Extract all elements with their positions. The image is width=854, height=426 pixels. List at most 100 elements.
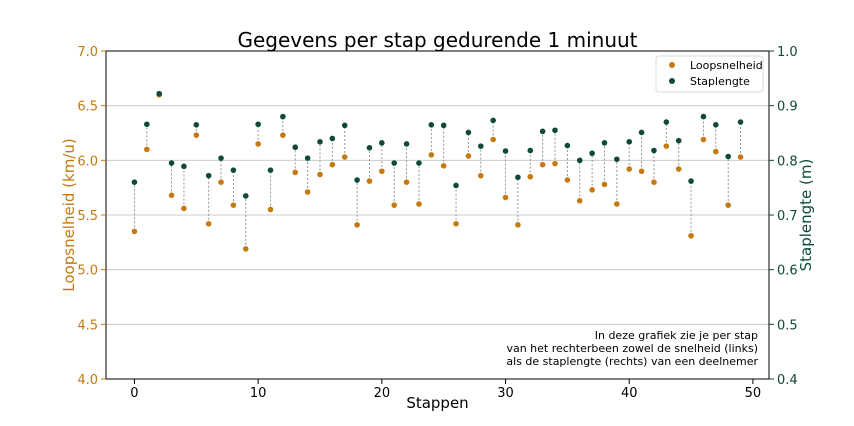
step-length-point [515, 174, 521, 181]
legend-marker-step [669, 78, 675, 84]
speed-point [131, 228, 138, 235]
y-left-tick-label: 4.0 [77, 373, 98, 388]
y-right-tick-label: 0.7 [777, 209, 798, 224]
speed-point [205, 220, 212, 227]
y-left-tick-label: 5.5 [77, 209, 98, 224]
speed-point [725, 202, 731, 208]
speed-point [403, 179, 410, 185]
step-length-point [539, 128, 546, 135]
speed-point [626, 166, 633, 172]
y-left-tick-label: 5.0 [77, 264, 98, 279]
speed-point [379, 168, 385, 175]
step-length-point [379, 140, 385, 146]
step-length-point [440, 122, 447, 129]
step-length-point [564, 142, 571, 149]
x-axis-label: Stappen [406, 394, 468, 412]
annotation-line-1: In deze grafiek zie je per stap [595, 329, 758, 342]
annotation: In deze grafiek zie je per stap van het … [506, 329, 758, 368]
y-left-tick-label: 6.5 [77, 100, 98, 115]
speed-point [477, 172, 484, 179]
speed-point [465, 153, 472, 159]
speed-point [663, 143, 670, 149]
step-length-point [218, 155, 224, 161]
step-length-point [131, 179, 138, 185]
speed-point [576, 197, 583, 204]
step-length-point [713, 122, 719, 128]
speed-point [428, 152, 435, 158]
speed-point [502, 194, 509, 201]
speed-point [440, 163, 447, 169]
legend-marker-speed [669, 62, 675, 68]
step-length-point [267, 167, 274, 173]
step-length-point [663, 119, 670, 125]
step-length-point [193, 122, 200, 128]
x-axis: 0 10 20 30 40 50 [130, 379, 761, 401]
step-length-point [638, 129, 645, 136]
speed-point [688, 232, 694, 239]
step-length-point [614, 156, 620, 163]
speed-point [391, 202, 398, 208]
x-tick-label: 30 [497, 386, 514, 401]
speed-point [539, 161, 546, 168]
speed-point [292, 169, 299, 176]
step-length-point [168, 160, 175, 166]
speed-point [242, 246, 249, 252]
speed-point [737, 154, 744, 160]
step-length-point [552, 127, 558, 134]
speed-point [675, 166, 682, 172]
speed-point [366, 178, 373, 184]
step-length-point [700, 113, 707, 120]
speed-point [416, 201, 422, 207]
legend-box [655, 55, 764, 93]
step-length-point [428, 122, 435, 128]
annotation-line-2: van het rechterbeen zowel de snelheid (l… [506, 342, 758, 355]
speed-point [589, 187, 595, 193]
step-length-point [576, 157, 583, 164]
speed-point [168, 192, 175, 199]
step-length-point [292, 144, 299, 151]
data-points [131, 90, 744, 252]
step-length-point [242, 193, 249, 199]
annotation-line-3: als de staplengte (rechts) van een deeln… [506, 355, 758, 368]
speed-point [317, 171, 323, 178]
step-length-point [181, 163, 187, 170]
step-length-point [156, 90, 162, 97]
step-length-point [725, 153, 731, 160]
connectors [133, 93, 742, 249]
speed-point [304, 189, 311, 195]
speed-point [527, 173, 534, 180]
x-tick-label: 50 [745, 386, 762, 401]
step-length-point [527, 147, 534, 154]
speed-point [700, 136, 707, 143]
speed-point [453, 220, 459, 227]
speed-point [230, 202, 237, 208]
legend: Loopsnelheid Staplengte [655, 55, 764, 93]
speed-point [651, 179, 657, 185]
speed-point [329, 161, 336, 168]
y-axis-right-label: Staplengte (m) [797, 159, 815, 272]
y-right-tick-label: 0.5 [777, 318, 798, 333]
y-right-tick-label: 0.9 [777, 100, 798, 115]
x-tick-label: 10 [250, 386, 267, 401]
speed-point [601, 181, 608, 188]
y-right-tick-label: 0.6 [777, 264, 798, 279]
speed-point [713, 148, 719, 155]
y-axis-left-label: Loopsnelheid (km/u) [60, 138, 78, 291]
step-length-point [737, 119, 744, 125]
step-length-point [255, 121, 261, 128]
speed-point [515, 222, 521, 228]
step-length-point [651, 147, 657, 154]
speed-point [354, 222, 360, 228]
speed-point [193, 132, 200, 138]
y-right-tick-label: 0.8 [777, 154, 798, 169]
step-length-point [205, 172, 212, 179]
chart-title: Gegevens per stap gedurende 1 minuut [237, 28, 637, 52]
speed-point [614, 201, 620, 207]
x-tick-label: 0 [130, 386, 138, 401]
speed-point [255, 141, 261, 147]
speed-point [490, 136, 496, 143]
y-left-tick-label: 7.0 [77, 45, 98, 60]
y-left-tick-label: 6.0 [77, 154, 98, 169]
step-length-point [317, 138, 323, 145]
